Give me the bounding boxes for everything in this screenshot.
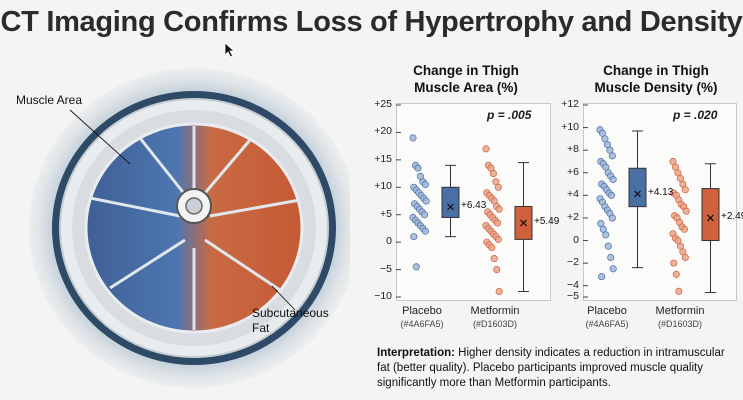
chart2-svg bbox=[583, 104, 720, 298]
chart2-ytick: +10 bbox=[561, 120, 579, 133]
chart2-mean-marker-metformin bbox=[707, 214, 714, 222]
chart1-point-metformin bbox=[495, 287, 503, 296]
chart1-ytick: +15 bbox=[374, 152, 392, 165]
chart2-ytick: 0 bbox=[573, 233, 579, 246]
chart1-ytick: −10 bbox=[374, 290, 392, 302]
chart2-point-metformin bbox=[672, 270, 680, 278]
chart1-box-placebo bbox=[441, 186, 460, 218]
chart2-point-metformin bbox=[680, 225, 689, 233]
chart2-ytick: −2 bbox=[567, 256, 579, 269]
chart1-xlabel-metformin-sub: (#D1603D) bbox=[472, 319, 518, 329]
chart1-xlabel-metformin-text: Metformin bbox=[470, 305, 520, 317]
chart2-box-metformin bbox=[701, 188, 720, 242]
chart1-point-metformin bbox=[493, 219, 502, 227]
chart2-point-placebo bbox=[598, 273, 606, 281]
chart2-point-metformin bbox=[675, 287, 683, 295]
muscle-area-label: Muscle Area bbox=[16, 93, 83, 107]
interpretation-label: Interpretation: bbox=[377, 347, 455, 359]
chart1-point-metformin bbox=[494, 235, 502, 243]
chart2-box-placebo bbox=[628, 167, 647, 208]
chart2-xlabel-metformin: Metformin (#D1603D) bbox=[640, 305, 720, 331]
chart1-svg bbox=[396, 104, 533, 298]
chart1-point-metformin bbox=[488, 244, 496, 252]
chart1-ytick: 0 bbox=[386, 235, 392, 248]
chart2-point-metformin bbox=[682, 207, 690, 215]
chart1-title-line1: Change in Thigh bbox=[413, 63, 519, 78]
chart1-xlabel-metformin: Metformin (#D1603D) bbox=[455, 305, 535, 331]
interpretation-text: Higher density indicates a reduction in … bbox=[377, 347, 725, 389]
chart1-ytick: +10 bbox=[374, 180, 392, 193]
chart1-title-line2: Muscle Area (%) bbox=[414, 80, 518, 95]
interpretation-note: Interpretation: Higher density indicates… bbox=[377, 346, 737, 391]
chart2-point-placebo bbox=[602, 231, 610, 239]
chart1-title: Change in Thigh Muscle Area (%) bbox=[376, 62, 556, 96]
chart2-xlabel-metformin-sub: (#D1603D) bbox=[657, 319, 703, 329]
chart1-mean-marker-metformin bbox=[520, 219, 527, 227]
chart2-point-metformin bbox=[670, 259, 678, 267]
chart1-point-metformin bbox=[495, 205, 503, 213]
chart1-p-value: p = .005 bbox=[487, 108, 532, 122]
chart2-point-placebo bbox=[609, 175, 617, 184]
chart1-xlabel-placebo-sub: (#4A6FA5) bbox=[400, 319, 444, 329]
chart1-xlabel-placebo-text: Placebo bbox=[402, 305, 442, 317]
chart2-title: Change in Thigh Muscle Density (%) bbox=[566, 62, 743, 96]
chart2-ytick: +2 bbox=[567, 210, 579, 223]
chart2-point-placebo bbox=[609, 265, 617, 273]
chart1-point-placebo bbox=[409, 134, 417, 142]
chart1-ytick: +20 bbox=[374, 125, 392, 138]
chart1-point-placebo bbox=[421, 227, 429, 235]
chart2-title-line2: Muscle Density (%) bbox=[594, 80, 718, 95]
chart1-mean-label-placebo: +6.43 bbox=[461, 199, 487, 211]
chart1-point-placebo bbox=[412, 263, 420, 271]
chart1-point-placebo bbox=[414, 164, 422, 172]
chart2-xlabel-metformin-text: Metformin bbox=[655, 305, 705, 317]
chart2-mean-label-placebo: +4.13 bbox=[648, 186, 674, 198]
mouse-cursor-icon bbox=[224, 42, 236, 58]
chart2-p-value: p = .020 bbox=[673, 108, 718, 122]
chart1-point-placebo bbox=[410, 233, 418, 241]
chart2-ytick: +6 bbox=[567, 165, 579, 178]
chart2-point-placebo bbox=[608, 214, 616, 222]
chart2-ytick: +12 bbox=[561, 98, 579, 110]
subcutaneous-fat-label: Subcutaneous Fat bbox=[252, 306, 329, 335]
chart1-point-placebo bbox=[421, 180, 429, 189]
chart1-point-metformin bbox=[493, 266, 501, 274]
chart2-mean-label-metformin: +2.49 bbox=[721, 210, 743, 222]
chart2-point-placebo bbox=[607, 191, 616, 199]
chart1-point-metformin bbox=[490, 255, 498, 263]
chart1-point-metformin bbox=[489, 170, 497, 178]
chart2-ytick: −5 bbox=[567, 290, 579, 302]
chart2-point-metformin bbox=[681, 253, 689, 262]
page-title: CT Imaging Confirms Loss of Hypertrophy … bbox=[0, 6, 743, 38]
chart2-xlabel-placebo-text: Placebo bbox=[587, 305, 627, 317]
chart2-point-placebo bbox=[604, 242, 612, 250]
chart2-title-line1: Change in Thigh bbox=[603, 63, 709, 78]
chart2-ytick: +8 bbox=[567, 143, 579, 156]
chart1-point-placebo bbox=[422, 197, 430, 205]
chart1-ytick: −5 bbox=[380, 262, 392, 275]
chart1-point-placebo bbox=[420, 211, 429, 219]
chart1-xlabel-placebo: Placebo (#4A6FA5) bbox=[382, 305, 462, 331]
chart2-xlabel-placebo-sub: (#4A6FA5) bbox=[585, 319, 629, 329]
chart2-ytick: +4 bbox=[567, 188, 579, 201]
chart1-point-metformin bbox=[482, 145, 490, 153]
chart2-point-metformin bbox=[681, 186, 689, 194]
chart1-point-metformin bbox=[494, 183, 502, 191]
chart2-mean-marker-placebo bbox=[634, 190, 641, 198]
chart1-mean-label-metformin: +5.49 bbox=[534, 215, 560, 227]
ct-scan-image bbox=[29, 68, 350, 388]
chart1-ytick: +25 bbox=[374, 98, 392, 110]
chart2-ytick: −4 bbox=[567, 278, 579, 291]
chart2-point-placebo bbox=[607, 253, 615, 262]
chart2-xlabel-placebo: Placebo (#4A6FA5) bbox=[567, 305, 647, 331]
chart1-plot-area bbox=[396, 103, 551, 301]
chart1-ytick: +5 bbox=[380, 207, 392, 220]
chart1-mean-marker-placebo bbox=[447, 203, 454, 211]
chart2-point-placebo bbox=[608, 152, 616, 160]
